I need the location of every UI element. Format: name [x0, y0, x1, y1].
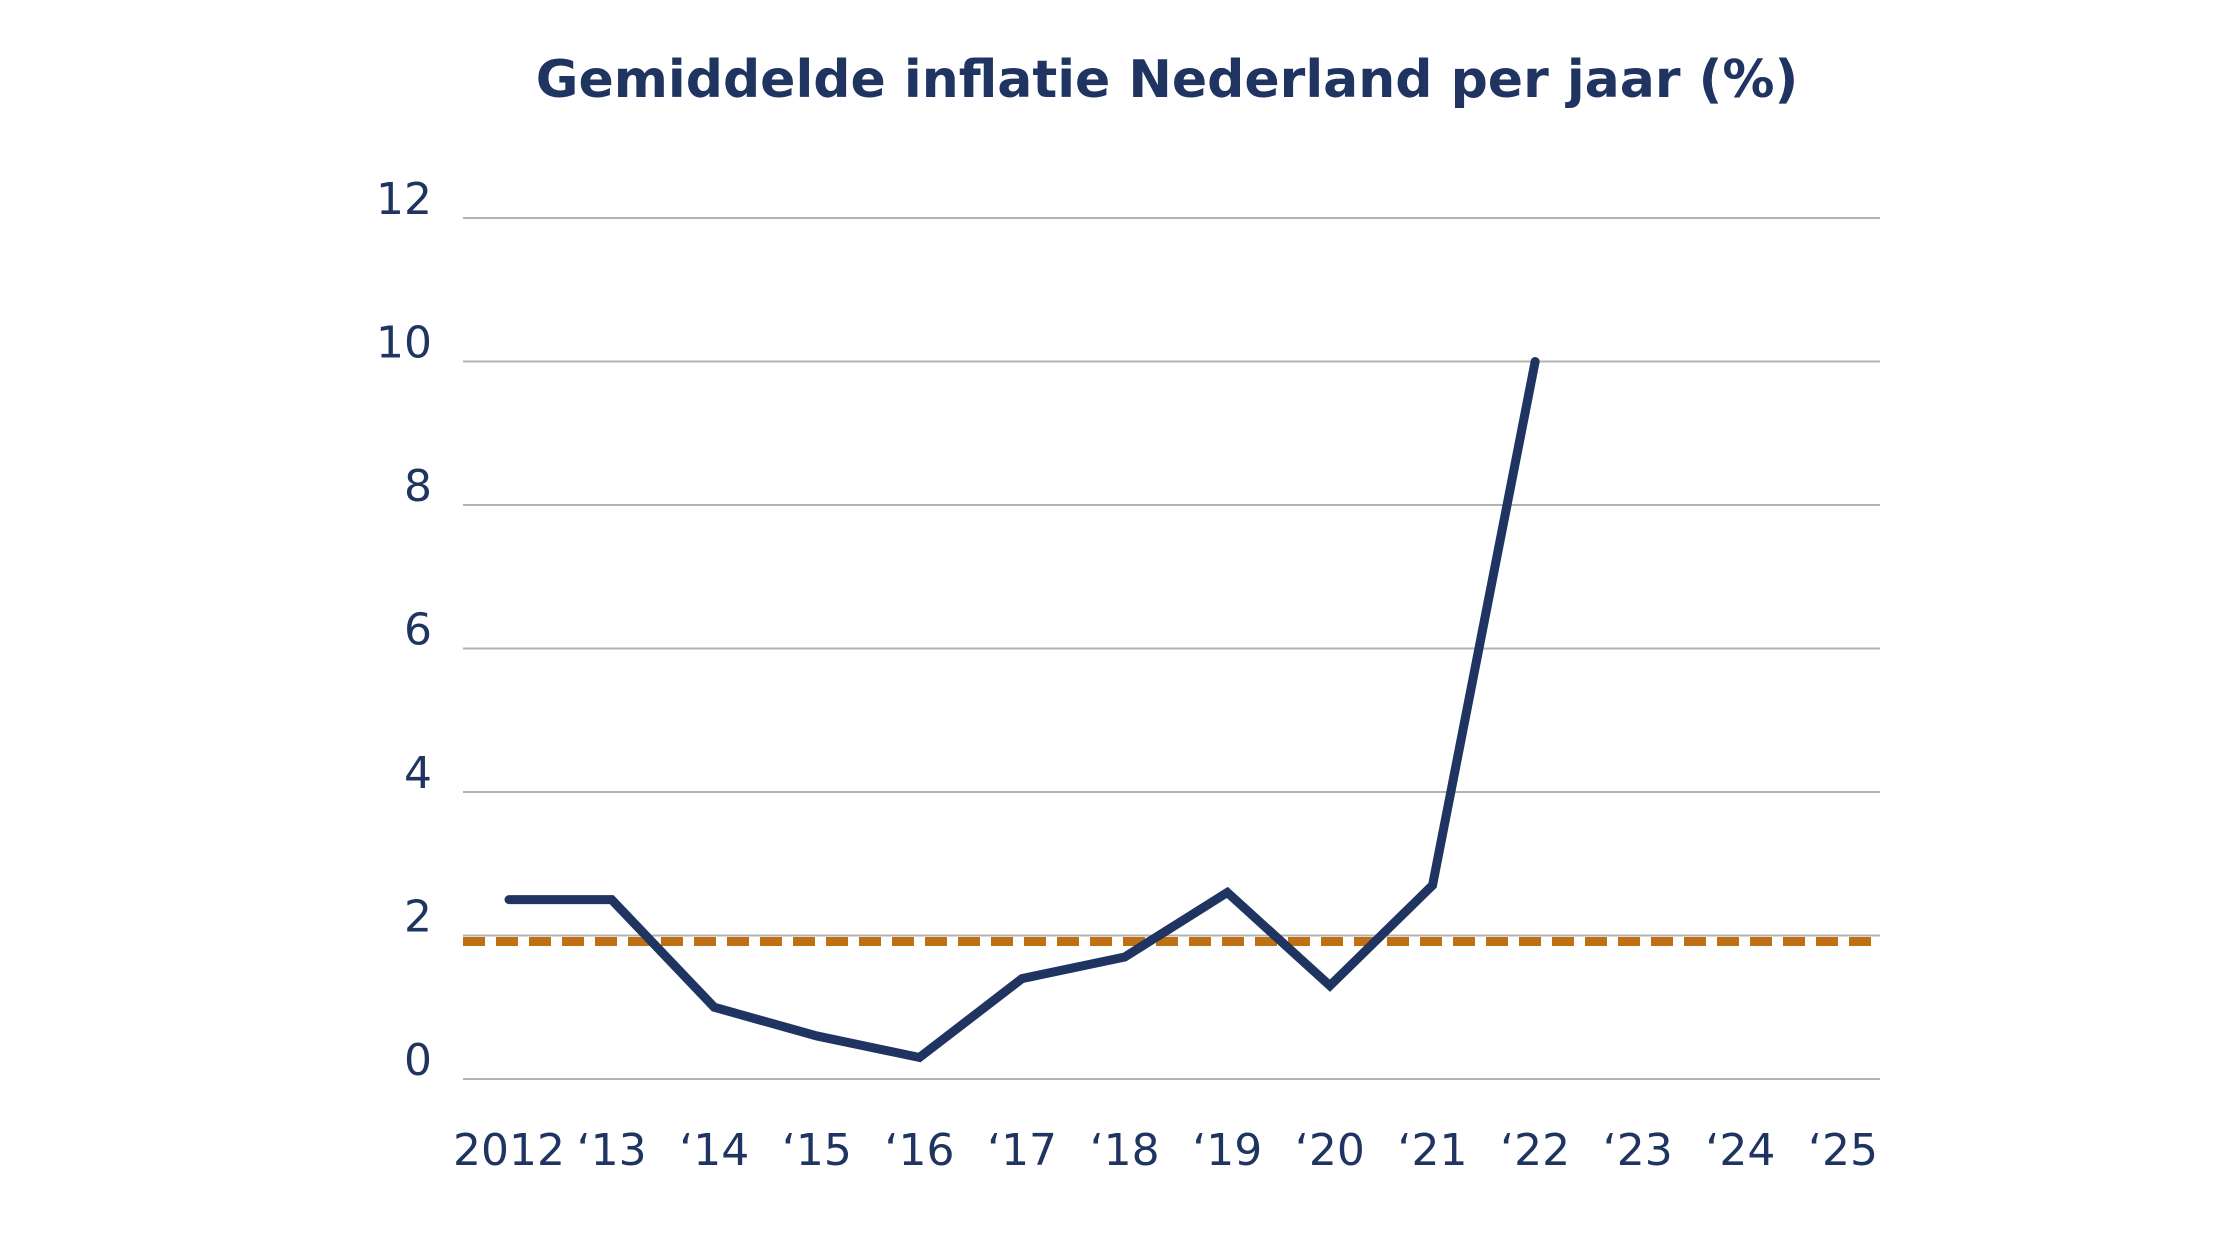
x-tick-label: ‘19: [1192, 1125, 1262, 1176]
x-tick-label: ‘14: [679, 1125, 749, 1176]
y-axis-ticks: 0 2 4 6 8 10 12: [376, 174, 432, 1086]
x-tick-label: ‘13: [577, 1125, 647, 1176]
x-tick-label: ‘21: [1398, 1125, 1468, 1176]
y-tick-label: 10: [376, 318, 432, 369]
y-tick-label: 2: [404, 892, 432, 943]
y-tick-label: 0: [404, 1035, 432, 1086]
chart-title: Gemiddelde inflatie Nederland per jaar (…: [536, 50, 1798, 110]
gridlines: [463, 217, 1880, 1080]
x-tick-label: 2012: [453, 1125, 565, 1176]
x-tick-label: ‘18: [1090, 1125, 1160, 1176]
y-tick-label: 6: [404, 605, 432, 656]
y-tick-label: 12: [376, 174, 432, 225]
x-tick-label: ‘24: [1705, 1125, 1775, 1176]
x-tick-label: ‘15: [782, 1125, 852, 1176]
x-tick-label: ‘25: [1808, 1125, 1878, 1176]
y-tick-label: 4: [404, 748, 432, 799]
x-tick-label: ‘17: [987, 1125, 1057, 1176]
x-tick-label: ‘23: [1603, 1125, 1673, 1176]
inflation-series-line: [504, 357, 1540, 1063]
y-tick-label: 8: [404, 461, 432, 512]
x-axis-ticks: 2012 ‘13 ‘14 ‘15 ‘16 ‘17 ‘18 ‘19 ‘20 ‘21 ‘22 ‘23 ‘24…: [453, 1125, 1878, 1176]
x-tick-label: ‘22: [1500, 1125, 1570, 1176]
x-tick-label: ‘20: [1295, 1125, 1365, 1176]
x-tick-label: ‘16: [884, 1125, 954, 1176]
series-group: [504, 357, 1540, 1063]
